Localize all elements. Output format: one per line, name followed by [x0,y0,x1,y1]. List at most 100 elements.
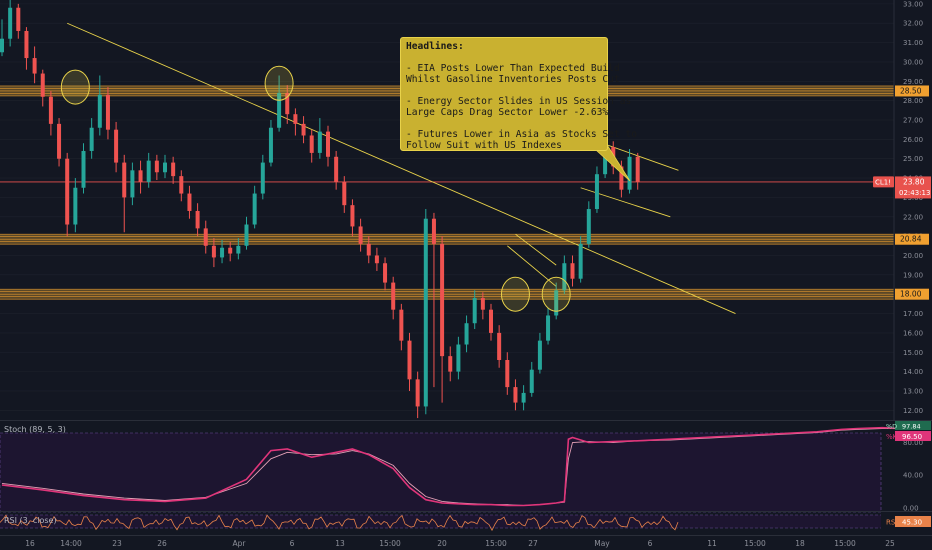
candle-body [277,92,282,128]
candle-body [603,147,608,175]
candle-body [211,245,216,258]
stoch-d-value: 97.84 [902,423,921,431]
candle-body [627,156,632,190]
highlight-circle [541,276,571,312]
time-tick-label: 20 [437,539,447,548]
candle-body [195,210,200,229]
time-tick-label: May [594,539,610,548]
level-tag-box [895,233,929,245]
candle-body [529,369,534,393]
last-price-value: 23.80 [903,177,925,186]
time-tick-label: 15:00 [379,539,401,548]
candle-body [578,243,583,279]
time-tick-label: Apr [233,539,247,548]
rsi-label: RSI (3, close) [4,516,57,525]
candle-body [554,290,559,316]
highlight-circle [60,69,90,105]
price-tick-label: 19.00 [903,271,923,279]
candle-body [187,193,192,211]
stoch-k-tag-label: %K [886,433,898,441]
price-tick-label: 25.00 [903,155,923,163]
price-tick-label: 29.00 [903,78,923,86]
candle-body [415,379,420,407]
time-tick-label: 6 [290,539,295,548]
price-tick-label: 20.00 [903,252,923,260]
candle-body [73,187,78,225]
candle-body [440,243,445,357]
candle-body [114,129,119,163]
time-tick-label: 15:00 [485,539,507,548]
candle-body [497,332,502,360]
candle-body [358,226,363,244]
annotation-line: - Futures Lower in Asia as Stocks Set to [406,129,638,140]
bar-countdown: 02:43:13 [899,189,930,197]
level-tag-label: 18.00 [900,290,922,299]
candle-body [244,224,249,246]
candle-body [619,166,624,190]
annotation-line: - Energy Sector Slides in US Session as [406,96,632,107]
highlight-circle [500,276,530,312]
stoch-tick-label: 80.00 [903,439,923,447]
candle-body [489,309,493,333]
trendline [515,233,557,266]
level-tag-box [895,85,929,97]
candle-body [456,344,461,372]
candle-body [342,181,347,206]
candle-body [154,160,159,173]
headline-annotation[interactable]: Headlines: - EIA Posts Lower Than Expect… [400,37,638,151]
candle-body [334,156,339,182]
price-tick-label: 14.00 [903,368,923,376]
trendlines [67,22,736,314]
stoch-tick-label: 0.00 [903,504,919,512]
candle-body [431,218,436,244]
candle-body [105,94,110,130]
candle-body [228,247,233,254]
price-tick-label: 30.00 [903,58,923,66]
candle-body [570,263,575,279]
price-tick-label: 13.00 [903,387,923,395]
level-price-tags: 28.50 20.84 18.00 [895,85,929,300]
candle-body [480,298,485,310]
candle-body [407,340,412,380]
trendline [507,245,557,287]
stoch-tick-label: 40.00 [903,472,923,480]
annotation-spacer [406,52,602,63]
candle-body [203,228,208,246]
candle-body [171,162,176,177]
price-tick-label: 12.00 [903,407,923,415]
price-tick-label: 27.00 [903,117,923,125]
candle-body [513,387,518,403]
price-tick-label: 28.00 [903,97,923,105]
time-tick-label: 13 [335,539,345,548]
rsi-line [0,514,679,532]
level-tag-label: 28.50 [900,86,922,95]
time-tick-label: 25 [885,539,895,548]
last-price-tag: CL1! 23.80 02:43:13 [873,176,931,199]
stoch-d-tag-label: %D [886,423,897,431]
price-tick-label: 33.00 [903,0,923,8]
candle-body [374,255,379,264]
candle-body [32,58,37,74]
candle-body [40,73,45,97]
time-axis-labels: 16 14:00 23 26 Apr 6 13 15:00 20 15:00 27 May 6 11 15:… [25,539,895,548]
candle-body [81,150,86,188]
candle-body [285,92,290,115]
price-tick-label: 17.00 [903,310,923,318]
price-tick-label: 15.00 [903,349,923,357]
highlight-circle [264,65,294,101]
candle-body [260,162,265,194]
candle-body [293,114,298,124]
candle-body [220,247,225,258]
price-tick-label: 22.00 [903,213,923,221]
time-tick-label: 15:00 [744,539,766,548]
candle-body [252,193,257,225]
rsi-value-tag [895,516,931,527]
rsi-value: 45.30 [902,519,922,527]
candle-body [146,160,151,182]
time-tick-label: 27 [528,539,538,548]
candle-body [16,7,21,31]
time-tick-label: 14:00 [60,539,82,548]
candle-body [163,162,167,173]
symbol-tag [873,176,894,188]
candle-body [97,94,102,128]
